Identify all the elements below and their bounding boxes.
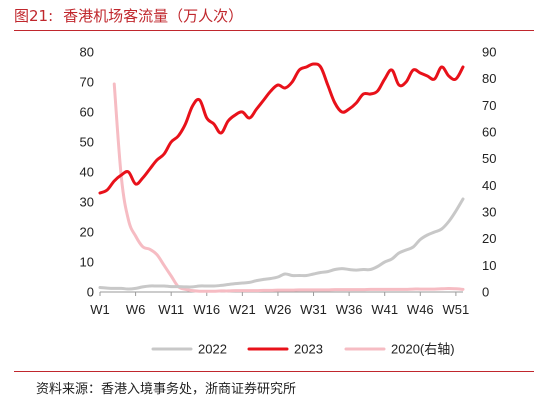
source-note: 资料来源：香港入境事务处，浙商证券研究所 (36, 382, 297, 397)
y-left-tick-label: 30 (80, 195, 94, 210)
x-tick-label: W11 (158, 302, 184, 317)
y-right-tick-label: 30 (482, 205, 496, 220)
figure-number: 图21: (14, 7, 54, 25)
passenger-flow-chart: 0 10 20 30 40 50 60 70 80 0 10 20 30 40 50 60 70 80 90 W1 W6… (80, 45, 497, 357)
y-left-tick-label: 60 (80, 105, 94, 120)
legend-2020-label: 2020(右轴) (391, 342, 455, 357)
y-left-tick-label: 0 (87, 285, 94, 300)
y-right-tick-label: 10 (482, 258, 496, 273)
series-2023-line (98, 62, 465, 195)
x-tick-label: W1 (90, 302, 110, 317)
y-left-tick-label: 20 (80, 225, 94, 240)
y-left-tick-label: 70 (80, 75, 94, 90)
x-tick-label: W46 (407, 302, 434, 317)
x-tick-label: W51 (443, 302, 470, 317)
y-right-tick-label: 70 (482, 98, 496, 113)
y-right-tick-label: 40 (482, 178, 496, 193)
x-tick-label: W26 (265, 302, 292, 317)
x-tick-label: W36 (336, 302, 363, 317)
y-right-tick-label: 50 (482, 151, 496, 166)
legend-2023-label: 2023 (294, 342, 323, 357)
y-right-tick-label: 0 (482, 285, 489, 300)
x-tick-label: W21 (229, 302, 256, 317)
figure-title: 图21: 香港机场客流量（万人次） (14, 5, 243, 26)
figure-title-text: 香港机场客流量（万人次） (63, 7, 244, 25)
series-2020-line (112, 82, 465, 293)
source-rule (14, 371, 534, 372)
y-right-tick-label: 90 (482, 45, 496, 60)
x-tick-label: W16 (193, 302, 220, 317)
series-2022-line (98, 197, 465, 291)
y-left-tick-label: 50 (80, 135, 94, 150)
y-right-tick-label: 20 (482, 231, 496, 246)
title-rule (14, 30, 534, 31)
y-right-tick-label: 80 (482, 71, 496, 86)
y-right-tick-label: 60 (482, 125, 496, 140)
legend-2022-label: 2022 (198, 342, 227, 357)
y-left-tick-label: 40 (80, 165, 94, 180)
y-left-tick-label: 10 (80, 255, 94, 270)
x-tick-label: W6 (126, 302, 146, 317)
x-tick-label: W31 (300, 302, 327, 317)
x-tick-label: W41 (371, 302, 398, 317)
y-left-tick-label: 80 (80, 45, 94, 60)
